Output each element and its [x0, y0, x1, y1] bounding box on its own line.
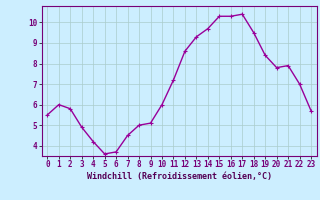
X-axis label: Windchill (Refroidissement éolien,°C): Windchill (Refroidissement éolien,°C): [87, 172, 272, 181]
